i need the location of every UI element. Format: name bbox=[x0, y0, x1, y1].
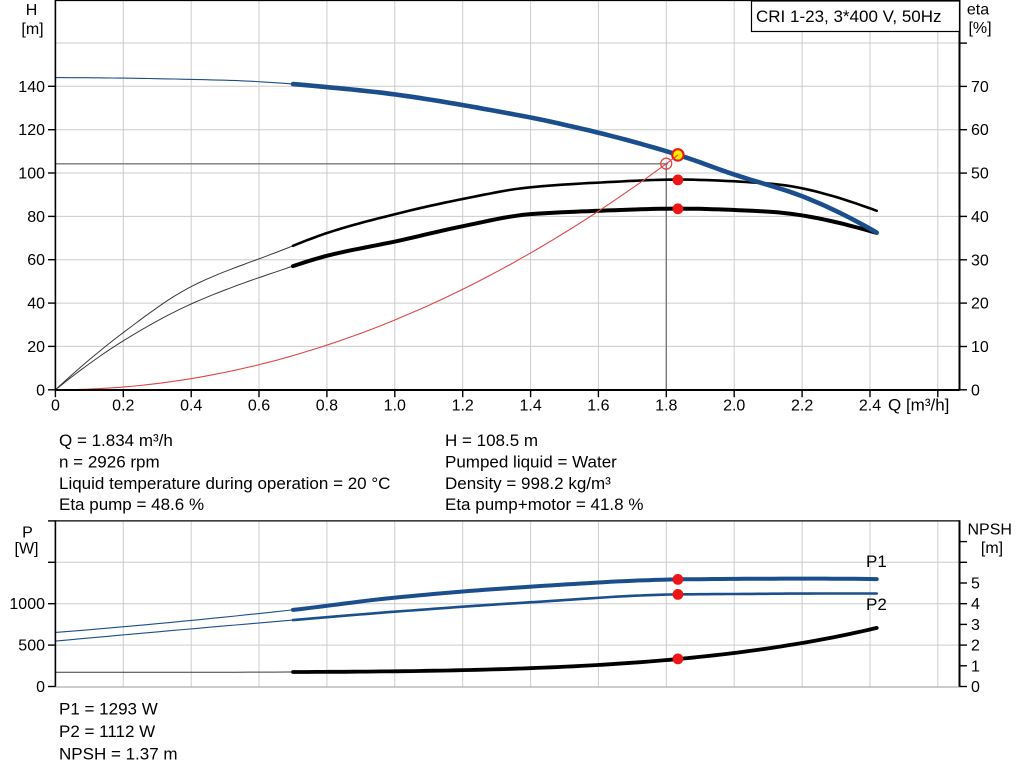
svg-text:140: 140 bbox=[18, 79, 45, 96]
svg-text:0: 0 bbox=[971, 679, 980, 696]
svg-text:P: P bbox=[22, 525, 33, 542]
svg-text:CRI 1-23, 3*400 V, 50Hz: CRI 1-23, 3*400 V, 50Hz bbox=[756, 7, 942, 26]
svg-text:50: 50 bbox=[971, 166, 989, 183]
svg-text:1.4: 1.4 bbox=[519, 398, 541, 415]
svg-text:1.2: 1.2 bbox=[452, 398, 474, 415]
svg-text:eta: eta bbox=[967, 2, 989, 19]
svg-text:NPSH: NPSH bbox=[968, 522, 1012, 539]
svg-text:P2: P2 bbox=[866, 595, 887, 614]
svg-text:n = 2926 rpm: n = 2926 rpm bbox=[59, 452, 160, 471]
svg-text:Eta pump+motor = 41.8 %: Eta pump+motor = 41.8 % bbox=[445, 495, 643, 514]
svg-text:0: 0 bbox=[971, 382, 980, 399]
svg-text:120: 120 bbox=[18, 122, 45, 139]
svg-text:Q [m³/h]: Q [m³/h] bbox=[888, 396, 949, 415]
svg-text:Q = 1.834 m³/h: Q = 1.834 m³/h bbox=[59, 431, 173, 450]
svg-text:100: 100 bbox=[18, 166, 45, 183]
svg-text:P1 = 1293 W: P1 = 1293 W bbox=[59, 700, 158, 719]
svg-text:Pumped liquid = Water: Pumped liquid = Water bbox=[445, 452, 617, 471]
svg-text:0.6: 0.6 bbox=[248, 398, 270, 415]
svg-text:3: 3 bbox=[971, 617, 980, 634]
svg-text:40: 40 bbox=[27, 296, 45, 313]
svg-text:P1: P1 bbox=[866, 552, 887, 571]
svg-text:80: 80 bbox=[27, 209, 45, 226]
svg-text:30: 30 bbox=[971, 252, 989, 269]
svg-text:0.4: 0.4 bbox=[180, 398, 202, 415]
svg-text:4: 4 bbox=[971, 596, 980, 613]
svg-text:0.2: 0.2 bbox=[112, 398, 134, 415]
svg-text:[%]: [%] bbox=[968, 20, 991, 37]
svg-text:Eta pump = 48.6 %: Eta pump = 48.6 % bbox=[59, 495, 204, 514]
svg-text:H = 108.5 m: H = 108.5 m bbox=[445, 431, 538, 450]
svg-text:20: 20 bbox=[27, 339, 45, 356]
svg-text:70: 70 bbox=[971, 79, 989, 96]
svg-text:20: 20 bbox=[971, 296, 989, 313]
svg-text:1.6: 1.6 bbox=[587, 398, 609, 415]
svg-text:2: 2 bbox=[971, 638, 980, 655]
svg-text:NPSH = 1.37 m: NPSH = 1.37 m bbox=[59, 744, 178, 763]
svg-text:60: 60 bbox=[27, 252, 45, 269]
svg-text:0: 0 bbox=[36, 679, 45, 696]
svg-text:500: 500 bbox=[18, 638, 45, 655]
svg-text:1.8: 1.8 bbox=[655, 398, 677, 415]
svg-text:2.0: 2.0 bbox=[723, 398, 745, 415]
svg-text:[m]: [m] bbox=[21, 21, 43, 38]
svg-text:P2 = 1112 W: P2 = 1112 W bbox=[59, 722, 155, 741]
svg-text:Density = 998.2 kg/m³: Density = 998.2 kg/m³ bbox=[445, 474, 611, 493]
svg-text:1000: 1000 bbox=[9, 596, 45, 613]
svg-text:10: 10 bbox=[971, 339, 989, 356]
svg-text:40: 40 bbox=[971, 209, 989, 226]
svg-text:1.0: 1.0 bbox=[384, 398, 406, 415]
svg-text:Liquid temperature during oper: Liquid temperature during operation = 20… bbox=[59, 474, 390, 493]
svg-text:0: 0 bbox=[36, 382, 45, 399]
svg-text:2.2: 2.2 bbox=[791, 398, 813, 415]
svg-text:[W]: [W] bbox=[15, 541, 39, 558]
svg-text:2.4: 2.4 bbox=[859, 398, 881, 415]
svg-text:5: 5 bbox=[971, 576, 980, 593]
svg-text:H: H bbox=[26, 2, 38, 19]
svg-text:0: 0 bbox=[51, 398, 60, 415]
svg-text:[m]: [m] bbox=[981, 540, 1003, 557]
svg-text:0.8: 0.8 bbox=[316, 398, 338, 415]
svg-text:60: 60 bbox=[971, 122, 989, 139]
svg-text:1: 1 bbox=[971, 658, 980, 675]
